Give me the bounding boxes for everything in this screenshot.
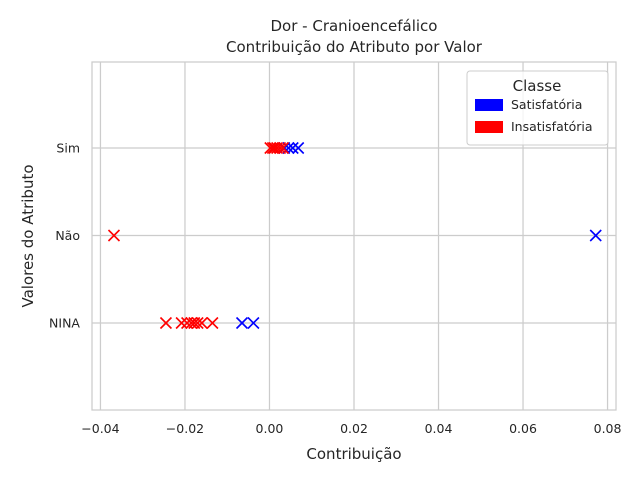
x-tick-label: 0.04 — [425, 421, 453, 436]
point-insatisfatoria — [191, 316, 204, 330]
point-satisfatoria — [247, 316, 260, 330]
point-satisfatoria — [292, 141, 305, 155]
point-insatisfatoria — [175, 316, 188, 330]
x-tick-label: 0.00 — [256, 421, 284, 436]
point-insatisfatoria — [107, 229, 121, 242]
grid-lines — [92, 62, 616, 410]
y-tick-label-sim: Sim — [56, 141, 80, 156]
x-tick-label: −0.02 — [166, 421, 204, 436]
x-axis-label: Contribuição — [306, 445, 401, 463]
point-satisfatoria — [589, 229, 602, 242]
legend-swatch-satisfatoria — [475, 99, 503, 111]
data-points — [107, 141, 602, 330]
legend-label-insatisfatoria: Insatisfatória — [511, 119, 593, 134]
point-insatisfatoria — [159, 316, 173, 330]
legend-title: Classe — [513, 77, 562, 95]
point-insatisfatoria — [271, 141, 284, 155]
x-tick-label: 0.08 — [594, 421, 622, 436]
point-satisfatoria — [235, 316, 249, 330]
y-tick-labels: NINA Não Sim — [49, 141, 80, 331]
point-insatisfatoria — [276, 141, 290, 155]
y-axis-label: Valores do Atributo — [19, 164, 37, 307]
legend-swatch-insatisfatoria — [475, 121, 503, 133]
x-tick-label: −0.04 — [81, 421, 119, 436]
legend-label-satisfatoria: Satisfatória — [511, 97, 582, 112]
x-tick-label: 0.02 — [340, 421, 368, 436]
y-tick-label-nina: NINA — [49, 316, 80, 331]
chart-title: Dor - Cranioencefálico — [271, 17, 438, 35]
point-insatisfatoria — [195, 316, 208, 330]
chart-subtitle: Contribuição do Atributo por Valor — [226, 38, 483, 56]
point-insatisfatoria — [206, 316, 219, 330]
y-tick-label-nao: Não — [55, 228, 80, 243]
x-tick-label: 0.06 — [509, 421, 537, 436]
plot-area-frame — [91, 61, 617, 411]
x-tick-labels: −0.04 −0.02 0.00 0.02 0.04 0.06 0.08 — [81, 421, 621, 436]
legend: Classe Satisfatória Insatisfatória — [466, 70, 609, 146]
point-satisfatoria — [286, 141, 299, 155]
point-insatisfatoria — [273, 141, 287, 155]
